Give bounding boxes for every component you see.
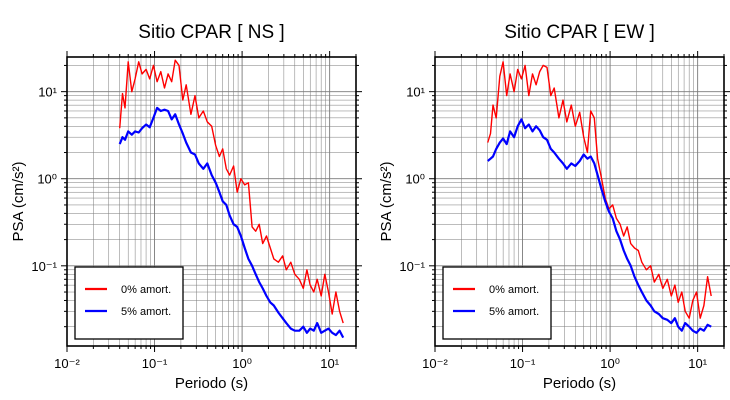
chart-title: Sitio CPAR [ EW ]: [504, 22, 655, 43]
y-tick-label: 10¹: [406, 85, 425, 100]
chart-title: Sitio CPAR [ NS ]: [138, 22, 284, 43]
legend: 0% amort. 5% amort.: [74, 266, 184, 340]
x-tick-label: 10⁻²: [422, 356, 448, 371]
x-axis-label: Periodo (s): [543, 375, 616, 392]
legend-box: [74, 266, 184, 340]
x-tick-label: 10⁰: [600, 356, 620, 371]
x-tick-label: 10⁻²: [54, 356, 80, 371]
y-tick-label: 10⁰: [37, 172, 57, 187]
y-tick-label: 10¹: [38, 85, 57, 100]
x-tick-label: 10⁻¹: [142, 356, 168, 371]
series-line-blue: [118, 106, 345, 339]
y-axis-label: PSA (cm/s²): [10, 161, 27, 241]
x-tick-label: 10⁰: [232, 356, 252, 371]
legend-label: 5% amort.: [489, 306, 539, 318]
legend-label: 0% amort.: [121, 284, 171, 296]
series-line-red: [119, 59, 344, 324]
legend-label: 0% amort.: [489, 284, 539, 296]
legend-box: [442, 266, 552, 340]
series-line-red: [487, 61, 712, 319]
x-axis-label: Periodo (s): [175, 375, 248, 392]
chart-panel-1: 10⁻² 10⁻¹ 10⁰ 10¹ 10⁻¹ 10⁰ 10¹ Sitio CPAR [ NS …: [10, 22, 362, 392]
y-axis-label: PSA (cm/s²): [378, 161, 395, 241]
series-line-blue: [487, 118, 712, 334]
x-tick-label: 10⁻¹: [510, 356, 536, 371]
y-tick-label: 10⁻¹: [399, 259, 425, 274]
x-tick-label: 10¹: [320, 356, 339, 371]
plot-frame: [434, 56, 725, 347]
plot-frame: [66, 56, 357, 347]
chart-panel-2: 10⁻² 10⁻¹ 10⁰ 10¹ 10⁻¹ 10⁰ 10¹ Sitio CPAR [ EW …: [378, 22, 730, 392]
y-tick-label: 10⁻¹: [31, 259, 57, 274]
x-tick-label: 10¹: [688, 356, 707, 371]
y-tick-label: 10⁰: [405, 172, 425, 187]
legend-label: 5% amort.: [121, 306, 171, 318]
legend: 0% amort. 5% amort.: [442, 266, 552, 340]
